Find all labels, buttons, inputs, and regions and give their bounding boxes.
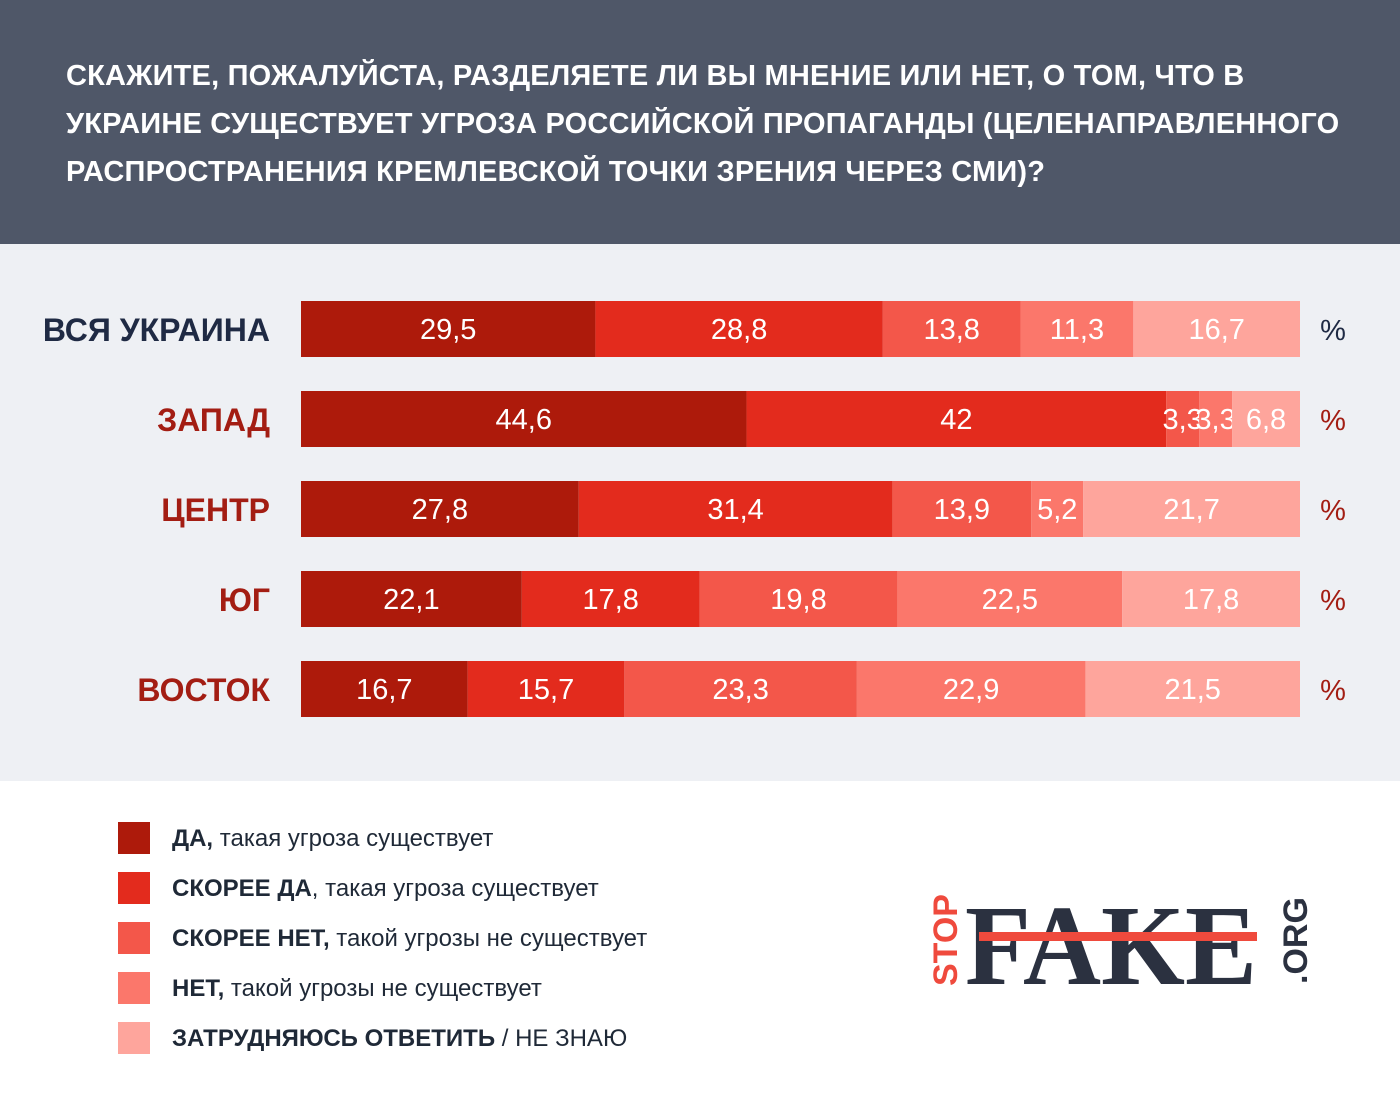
legend-label-bold: СКОРЕЕ ДА (172, 875, 312, 902)
bar-segment (521, 571, 700, 627)
legend-label-bold: НЕТ, (172, 975, 225, 1002)
bar-value-label: 6,8 (1246, 404, 1286, 436)
logo-org-text: .ORG (1277, 897, 1315, 984)
bar-value-label: 17,8 (582, 584, 638, 616)
legend-label-rest: / НЕ ЗНАЮ (495, 1025, 628, 1052)
unit-label: % (1320, 405, 1346, 437)
bar-value-label: 31,4 (707, 494, 763, 526)
unit-label: % (1320, 315, 1346, 347)
legend-label-rest: такой угрозы не существует (224, 975, 542, 1002)
legend-label-bold: ЗАТРУДНЯЮСЬ ОТВЕТИТЬ (172, 1025, 496, 1052)
bar-segment (578, 481, 893, 537)
legend-label-rest: , такая угроза существует (311, 875, 599, 902)
legend-item: СКОРЕЕ НЕТ, такой угрозы не существует (118, 922, 818, 972)
bar-value-label: 3,3 (1195, 404, 1235, 436)
stopfake-logo: STOP FAKE .ORG (927, 882, 1315, 1009)
category-label: ЦЕНТР (161, 492, 270, 528)
bar-value-label: 13,8 (923, 314, 979, 346)
bar-value-label: 11,3 (1050, 314, 1104, 346)
legend-label: СКОРЕЕ ДА, такая угроза существует (172, 875, 599, 903)
legend-swatch (118, 872, 150, 904)
bar-value-label: 22,9 (943, 674, 999, 706)
bar-segment (1031, 481, 1084, 537)
legend-label-rest: такая угроза существует (213, 825, 494, 852)
legend-item: ДА, такая угроза существует (118, 822, 818, 872)
legend-label: ЗАТРУДНЯЮСЬ ОТВЕТИТЬ / НЕ ЗНАЮ (172, 1025, 627, 1053)
bar-segment (699, 571, 898, 627)
logo-strike-line (979, 932, 1257, 941)
legend-swatch (118, 1022, 150, 1054)
legend-label-rest: такой угрозы не существует (329, 925, 648, 952)
legend-item: ЗАТРУДНЯЮСЬ ОТВЕТИТЬ / НЕ ЗНАЮ (118, 1022, 818, 1072)
bar-value-label: 42 (940, 404, 972, 436)
bar-value-label: 16,7 (1188, 314, 1244, 346)
bar-value-label: 21,7 (1163, 494, 1219, 526)
bar-segment (301, 481, 579, 537)
unit-label: % (1320, 675, 1346, 707)
header-banner: СКАЖИТЕ, ПОЖАЛУЙСТА, РАЗДЕЛЯЕТЕ ЛИ ВЫ МН… (0, 0, 1400, 244)
bar-segment (1232, 391, 1300, 447)
legend-label-bold: СКОРЕЕ НЕТ, (172, 925, 330, 952)
bar-segment (892, 481, 1032, 537)
bar-segment (301, 661, 468, 717)
legend-label: СКОРЕЕ НЕТ, такой угрозы не существует (172, 925, 647, 953)
bar-segment (1085, 661, 1300, 717)
legend-swatch (118, 922, 150, 954)
bar-value-label: 17,8 (1183, 584, 1239, 616)
legend-label-bold: ДА, (172, 825, 214, 852)
bar-segment (595, 301, 883, 357)
bar-value-label: 22,5 (982, 584, 1038, 616)
unit-label: % (1320, 585, 1346, 617)
stacked-bar-chart: 29,5 28,8 13,8 11,3 16,7 ВСЯ УКРАИНА % 44,6 42 3,… (43, 301, 1346, 717)
bar-value-label: 21,5 (1164, 674, 1220, 706)
bar-segment (301, 391, 747, 447)
category-label: ВОСТОК (137, 672, 270, 708)
bar-segment (301, 301, 596, 357)
bar-value-label: 29,5 (420, 314, 476, 346)
legend-swatch (118, 972, 150, 1004)
bar-segment (1122, 571, 1300, 627)
legend: ДА, такая угроза существует СКОРЕЕ ДА, т… (118, 822, 818, 1072)
category-label: ВСЯ УКРАИНА (43, 312, 270, 348)
bar-segment (1083, 481, 1300, 537)
bar-value-label: 22,1 (383, 584, 439, 616)
bar-value-label: 19,8 (770, 584, 826, 616)
bar-segment (856, 661, 1086, 717)
bar-value-label: 13,9 (934, 494, 990, 526)
legend-item: СКОРЕЕ ДА, такая угроза существует (118, 872, 818, 922)
bar-segment (624, 661, 857, 717)
legend-swatch (118, 822, 150, 854)
bar-segment (746, 391, 1167, 447)
legend-label: ДА, такая угроза существует (172, 825, 493, 853)
bar-segment (301, 571, 522, 627)
bar-value-label: 28,8 (711, 314, 767, 346)
chart-title: СКАЖИТЕ, ПОЖАЛУЙСТА, РАЗДЕЛЯЕТЕ ЛИ ВЫ МН… (66, 60, 1340, 188)
legend-label: НЕТ, такой угрозы не существует (172, 975, 542, 1003)
bar-value-label: 15,7 (518, 674, 574, 706)
bar-value-label: 5,2 (1037, 494, 1077, 526)
bar-segment (897, 571, 1123, 627)
bar-value-label: 3,3 (1162, 404, 1202, 436)
bar-segment (1199, 391, 1233, 447)
bar-segment (1166, 391, 1200, 447)
bar-value-label: 16,7 (356, 674, 412, 706)
bar-segment (1020, 301, 1134, 357)
bar-segment (467, 661, 625, 717)
bar-value-label: 44,6 (496, 404, 552, 436)
legend-item: НЕТ, такой угрозы не существует (118, 972, 818, 1022)
category-label: ЗАПАД (157, 402, 270, 438)
bar-segment (1133, 301, 1300, 357)
bar-value-label: 27,8 (412, 494, 468, 526)
logo-fake-text: FAKE (965, 882, 1257, 1009)
category-label: ЮГ (219, 582, 270, 618)
bar-value-label: 23,3 (712, 674, 768, 706)
bar-segment (882, 301, 1021, 357)
unit-label: % (1320, 495, 1346, 527)
logo-stop-text: STOP (927, 894, 965, 986)
